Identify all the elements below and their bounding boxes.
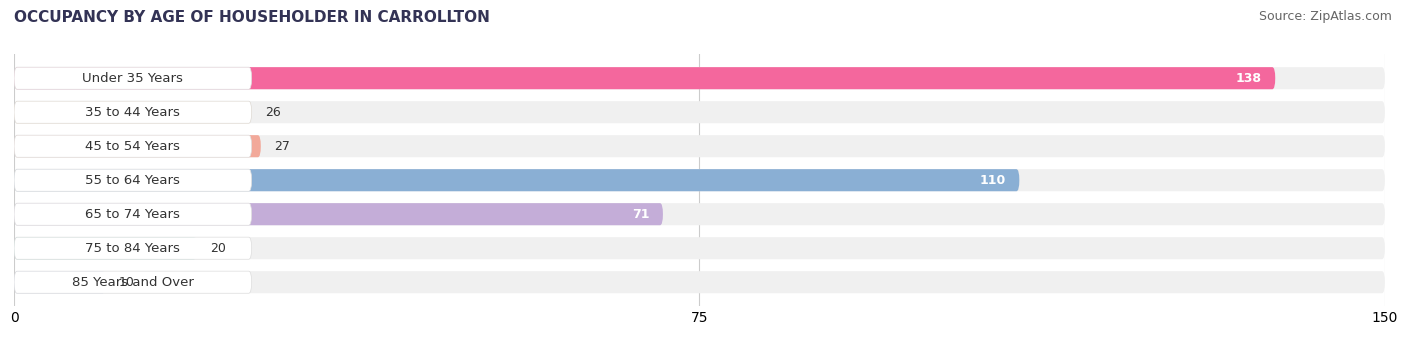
FancyBboxPatch shape <box>14 67 1385 89</box>
Text: OCCUPANCY BY AGE OF HOUSEHOLDER IN CARROLLTON: OCCUPANCY BY AGE OF HOUSEHOLDER IN CARRO… <box>14 10 489 25</box>
Text: Under 35 Years: Under 35 Years <box>83 72 183 85</box>
Text: 55 to 64 Years: 55 to 64 Years <box>86 174 180 187</box>
FancyBboxPatch shape <box>14 271 1385 293</box>
Text: 27: 27 <box>274 140 291 153</box>
FancyBboxPatch shape <box>14 271 105 293</box>
FancyBboxPatch shape <box>14 237 252 259</box>
Text: 71: 71 <box>631 208 650 221</box>
FancyBboxPatch shape <box>14 169 1019 191</box>
Text: 45 to 54 Years: 45 to 54 Years <box>86 140 180 153</box>
FancyBboxPatch shape <box>14 135 252 157</box>
Text: 75 to 84 Years: 75 to 84 Years <box>86 242 180 255</box>
Text: 35 to 44 Years: 35 to 44 Years <box>86 106 180 119</box>
FancyBboxPatch shape <box>14 101 1385 123</box>
Text: 10: 10 <box>120 276 135 289</box>
FancyBboxPatch shape <box>14 237 1385 259</box>
FancyBboxPatch shape <box>14 169 1385 191</box>
FancyBboxPatch shape <box>14 203 252 225</box>
FancyBboxPatch shape <box>14 67 1275 89</box>
FancyBboxPatch shape <box>14 101 252 123</box>
Text: 65 to 74 Years: 65 to 74 Years <box>86 208 180 221</box>
Text: Source: ZipAtlas.com: Source: ZipAtlas.com <box>1258 10 1392 23</box>
FancyBboxPatch shape <box>14 135 262 157</box>
FancyBboxPatch shape <box>14 203 1385 225</box>
FancyBboxPatch shape <box>14 203 664 225</box>
FancyBboxPatch shape <box>14 101 252 123</box>
FancyBboxPatch shape <box>14 271 252 293</box>
FancyBboxPatch shape <box>14 169 252 191</box>
Text: 26: 26 <box>266 106 281 119</box>
Text: 110: 110 <box>980 174 1005 187</box>
FancyBboxPatch shape <box>14 67 252 89</box>
Text: 138: 138 <box>1236 72 1261 85</box>
FancyBboxPatch shape <box>14 135 1385 157</box>
Text: 20: 20 <box>211 242 226 255</box>
FancyBboxPatch shape <box>14 237 197 259</box>
Text: 85 Years and Over: 85 Years and Over <box>72 276 194 289</box>
